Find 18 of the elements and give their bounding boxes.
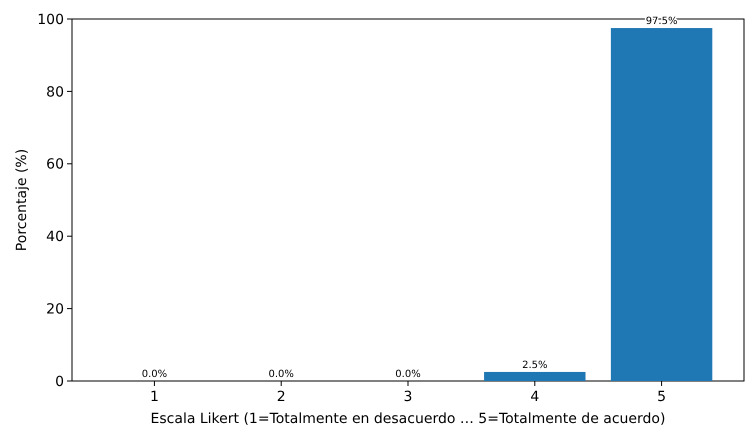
y-axis-title: Porcentaje (%) xyxy=(14,148,30,252)
y-tick-label: 40 xyxy=(46,229,64,246)
x-tick-label: 5 xyxy=(657,389,666,405)
y-tick-label: 100 xyxy=(37,12,64,28)
x-tick-label: 2 xyxy=(276,389,286,405)
y-tick-label: 60 xyxy=(46,156,64,173)
data-label: 0.0% xyxy=(395,369,421,380)
y-tick-label: 0 xyxy=(55,374,64,390)
x-tick-label: 4 xyxy=(530,389,540,405)
data-label: 0.0% xyxy=(268,369,294,380)
data-label: 2.5% xyxy=(522,360,548,371)
data-label: 97.5% xyxy=(646,16,678,28)
x-axis-title: Escala Likert (1=Totalmente en desacuerdo … 5=Totalmente de acuerdo) xyxy=(150,411,666,427)
x-tick-label: 1 xyxy=(150,389,159,405)
y-tick-label: 20 xyxy=(46,302,64,318)
y-tick-label: 80 xyxy=(46,84,64,100)
data-label: 0.0% xyxy=(142,369,168,380)
x-tick-label: 3 xyxy=(404,389,412,405)
